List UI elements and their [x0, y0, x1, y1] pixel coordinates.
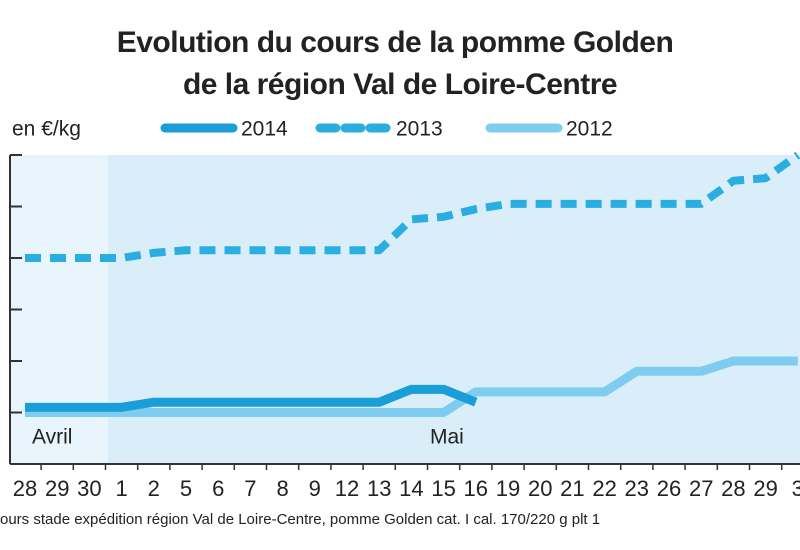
legend-label: 2014 — [241, 118, 288, 141]
x-tick-label: 28 — [721, 476, 745, 501]
x-tick-label: 3 — [792, 476, 800, 501]
plot-background-april — [10, 155, 108, 464]
source-note: ours stade expédition région Val de Loir… — [0, 511, 600, 528]
x-tick-label: 13 — [367, 476, 391, 501]
x-tick-label: 19 — [496, 476, 520, 501]
x-tick-label: 28 — [13, 476, 37, 501]
series-line — [25, 151, 800, 262]
x-tick-label: 1 — [115, 476, 127, 501]
x-tick-label: 29 — [753, 476, 777, 501]
plot-background — [10, 155, 800, 464]
x-tick-label: 21 — [560, 476, 584, 501]
x-tick-label: 22 — [592, 476, 616, 501]
x-tick-label: 8 — [276, 476, 288, 501]
x-tick-label: 30 — [77, 476, 101, 501]
legend-label: 2012 — [566, 118, 613, 141]
x-tick-label: 26 — [657, 476, 681, 501]
x-tick-label: 7 — [244, 476, 256, 501]
x-tick-label: 6 — [212, 476, 224, 501]
x-tick-label: 20 — [528, 476, 552, 501]
x-tick-label: 23 — [625, 476, 649, 501]
x-tick-label: 5 — [180, 476, 192, 501]
series-line — [25, 384, 478, 412]
x-tick-label: 15 — [431, 476, 455, 501]
legend-label: 2013 — [396, 118, 443, 141]
chart-title: Evolution du cours de la pomme Golden — [117, 26, 674, 59]
series-line — [25, 356, 798, 417]
x-tick-label: 14 — [399, 476, 423, 501]
x-tick-label: 12 — [335, 476, 359, 501]
x-tick-label: 27 — [689, 476, 713, 501]
x-tick-label: 16 — [464, 476, 488, 501]
x-tick-label: 29 — [45, 476, 69, 501]
annotation: Mai — [430, 426, 464, 449]
chart-title: de la région Val de Loire-Centre — [183, 68, 617, 101]
x-tick-label: 9 — [309, 476, 321, 501]
x-tick-label: 2 — [148, 476, 160, 501]
y-axis-label: en €/kg — [12, 118, 81, 141]
annotation: Avril — [32, 426, 72, 449]
